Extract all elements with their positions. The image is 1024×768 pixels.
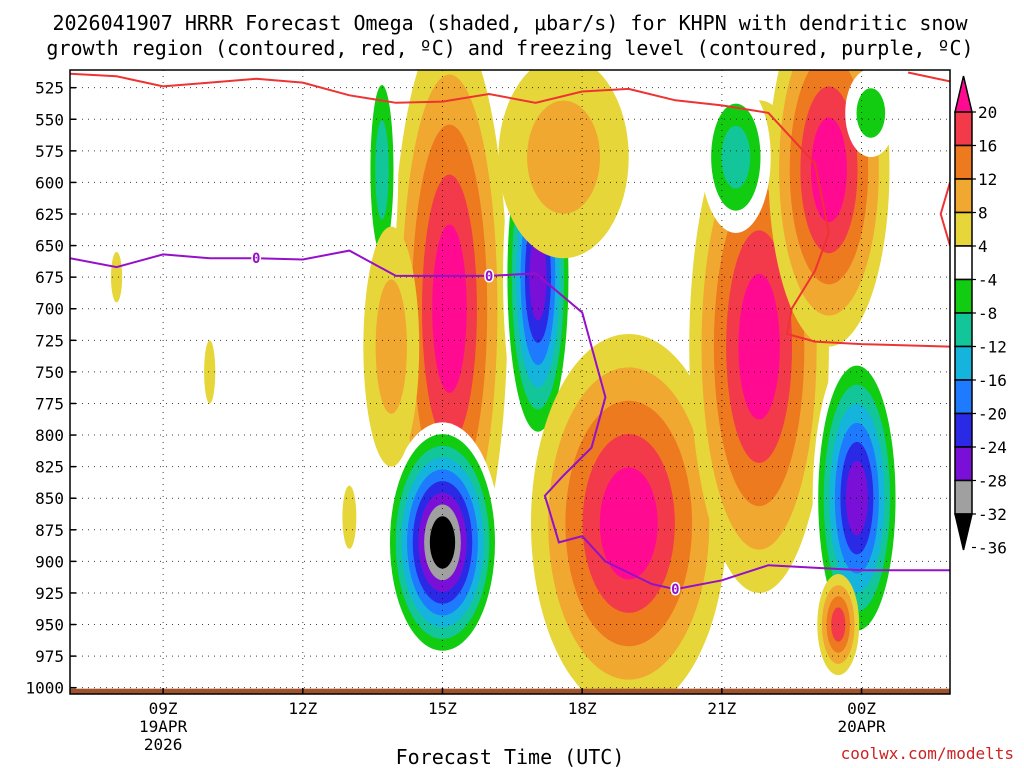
y-tick-label-875: 875 bbox=[35, 521, 64, 540]
colorbar-label-4: 4 bbox=[978, 237, 988, 256]
freezing-level-label-1: 0 bbox=[485, 269, 493, 285]
y-tick-label-550: 550 bbox=[35, 110, 64, 129]
y-tick-label-975: 975 bbox=[35, 647, 64, 666]
colorbar-swatch-12 bbox=[954, 144, 973, 180]
y-tick-label-750: 750 bbox=[35, 363, 64, 382]
y-tick-label-700: 700 bbox=[35, 300, 64, 319]
colorbar-label-neg20: -20 bbox=[978, 405, 1007, 424]
colorbar-swatch-neg32 bbox=[954, 479, 973, 515]
omega-feature-2-level-neg36 bbox=[429, 516, 456, 569]
colorbar-bottom-arrow bbox=[954, 513, 973, 551]
colorbar-label-20: 20 bbox=[978, 103, 997, 122]
freezing-level-label-2: 0 bbox=[671, 582, 679, 598]
y-tick-label-675: 675 bbox=[35, 268, 64, 287]
y-axis: 525 550 575 600 625 650 675 700 725 750 775 800 825 8… bbox=[25, 79, 76, 698]
colorbar-label-8: 8 bbox=[978, 204, 988, 223]
grid-lines bbox=[70, 70, 950, 694]
omega-feature-13-level-8 bbox=[527, 100, 601, 214]
colorbar-swatch-neg28 bbox=[954, 446, 973, 482]
colorbar-label-neg36: -36 bbox=[978, 539, 1007, 558]
y-tick-label-900: 900 bbox=[35, 552, 64, 571]
x-tick-label-18Z: 18Z bbox=[568, 699, 597, 718]
colorbar-swatch-neg4 bbox=[954, 245, 973, 281]
colorbar-swatch-neg16 bbox=[954, 345, 973, 381]
y-tick-label-850: 850 bbox=[35, 489, 64, 508]
ground-surface bbox=[70, 688, 950, 694]
omega-feature-8-level-neg8 bbox=[856, 88, 886, 138]
omega-feature-5-level-20 bbox=[811, 117, 847, 223]
colorbar-swatch-neg12 bbox=[954, 312, 973, 348]
x-tick-date-09Z: 19APR bbox=[139, 717, 188, 736]
colorbar-swatch-neg20 bbox=[954, 379, 973, 415]
omega-feature-1-level-neg28 bbox=[529, 233, 547, 321]
x-tick-label-15Z: 15Z bbox=[428, 699, 457, 718]
contour-lines: 0 0 0 bbox=[70, 71, 950, 600]
colorbar-swatch-4 bbox=[954, 211, 973, 247]
freezing-level-line bbox=[70, 249, 950, 591]
y-tick-label-1000: 1000 bbox=[25, 679, 64, 698]
omega-shading bbox=[109, 70, 902, 694]
y-tick-label-925: 925 bbox=[35, 584, 64, 603]
omega-feature-17-level-4 bbox=[342, 485, 357, 549]
omega-feature-12-level-8 bbox=[375, 279, 407, 414]
y-tick-label-950: 950 bbox=[35, 616, 64, 635]
x-tick-label-00Z: 00Z bbox=[847, 699, 876, 718]
y-tick-label-650: 650 bbox=[35, 237, 64, 256]
y-tick-label-625: 625 bbox=[35, 205, 64, 224]
credit-text: coolwx.com/modelts bbox=[841, 744, 1014, 763]
y-tick-label-600: 600 bbox=[35, 173, 64, 192]
omega-feature-16-level-4 bbox=[204, 340, 216, 404]
omega-feature-3-level-20 bbox=[599, 467, 658, 580]
x-tick-label-09Z: 09Z bbox=[149, 699, 178, 718]
dgz-contour-line-edge bbox=[907, 71, 950, 83]
omega-feature-11-level-neg4 bbox=[109, 403, 199, 518]
colorbar-label-neg8: -8 bbox=[978, 304, 997, 323]
x-tick-label-21Z: 21Z bbox=[707, 699, 736, 718]
dgz-contour-line-edge2 bbox=[939, 182, 950, 246]
omega-feature-15-level-4 bbox=[110, 251, 123, 303]
colorbar-swatch-neg24 bbox=[954, 412, 973, 448]
colorbar-label-neg28: -28 bbox=[978, 472, 1007, 491]
x-tick-label-12Z: 12Z bbox=[288, 699, 317, 718]
dgz-contour-line bbox=[70, 72, 950, 348]
colorbar-label-neg16: -16 bbox=[978, 371, 1007, 390]
colorbar-label-neg4: -4 bbox=[978, 271, 997, 290]
colorbar-label-neg24: -24 bbox=[978, 438, 1007, 457]
colorbar-swatch-16 bbox=[954, 111, 973, 147]
omega-feature-4-level-20 bbox=[738, 273, 780, 420]
omega-feature-9-level-neg12 bbox=[375, 120, 389, 220]
chart-title-line2: growth region (contoured, red, ºC) and f… bbox=[46, 36, 973, 60]
y-tick-label-800: 800 bbox=[35, 426, 64, 445]
plot-area: 0 0 0 bbox=[70, 70, 950, 694]
x-tick-year-09Z: 2026 bbox=[144, 735, 183, 754]
plot-frame bbox=[69, 69, 951, 695]
colorbar-label-neg12: -12 bbox=[978, 338, 1007, 357]
y-tick-label-825: 825 bbox=[35, 458, 64, 477]
omega-feature-0-level-20 bbox=[432, 224, 467, 393]
y-tick-label-575: 575 bbox=[35, 142, 64, 161]
x-axis-label: Forecast Time (UTC) bbox=[396, 745, 625, 768]
x-tick-date-00Z: 20APR bbox=[837, 717, 886, 736]
colorbar-label-16: 16 bbox=[978, 137, 997, 156]
colorbar-swatch-neg8 bbox=[954, 278, 973, 314]
colorbar: 20 16 12 8 4 -4 -8 -12 -16 -20 -24 -28 -32 -36 bbox=[954, 75, 1007, 558]
colorbar-label-12: 12 bbox=[978, 170, 997, 189]
chart-title-line1: 2026041907 HRRR Forecast Omega (shaded, … bbox=[52, 11, 968, 35]
freezing-level-label-0: 0 bbox=[252, 251, 260, 267]
y-tick-label-525: 525 bbox=[35, 79, 64, 98]
ground-layer bbox=[70, 688, 950, 694]
colorbar-swatch-8 bbox=[954, 178, 973, 214]
colorbar-top-arrow bbox=[954, 75, 973, 113]
colorbar-label-neg32: -32 bbox=[978, 505, 1007, 524]
y-tick-label-775: 775 bbox=[35, 394, 64, 413]
y-tick-label-725: 725 bbox=[35, 331, 64, 350]
omega-feature-7-level-neg12 bbox=[721, 125, 751, 189]
